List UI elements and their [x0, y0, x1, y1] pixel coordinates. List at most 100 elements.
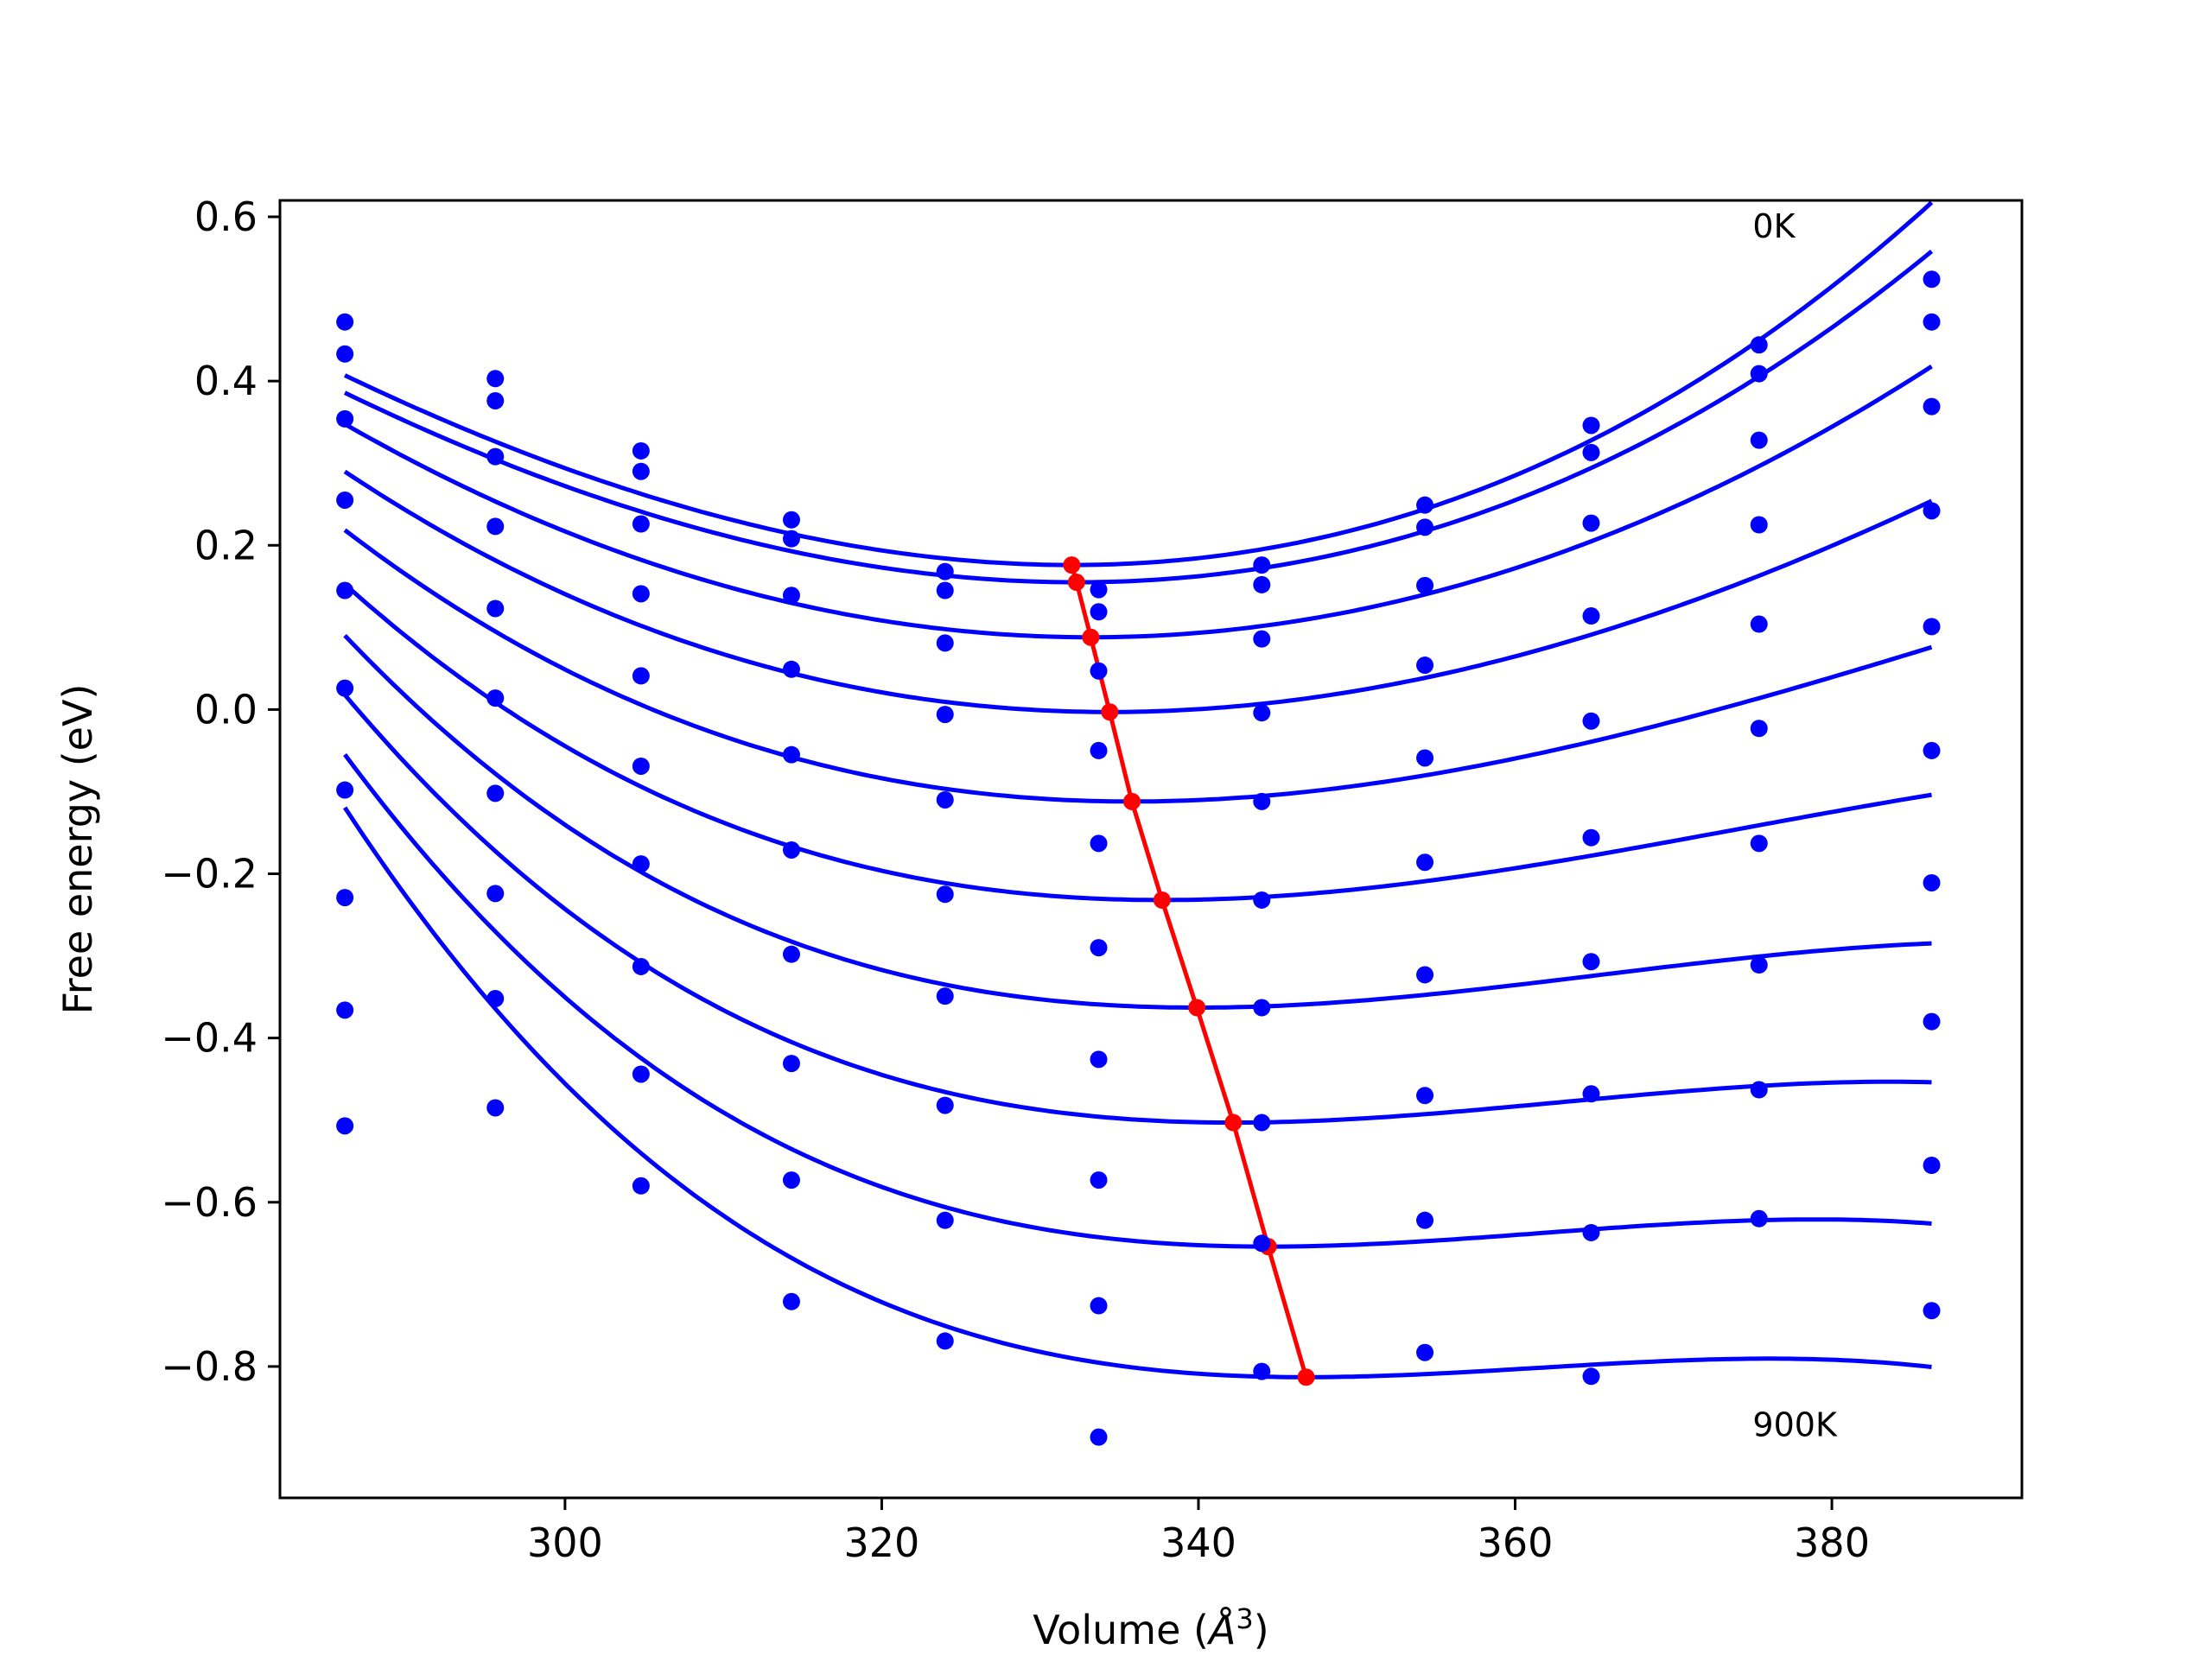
- data-point: [486, 370, 505, 388]
- data-point: [1090, 603, 1108, 621]
- data-point: [1253, 1234, 1271, 1253]
- data-point: [336, 313, 354, 331]
- annotations: 0K 900K: [1752, 207, 1838, 1444]
- data-point: [1416, 749, 1434, 767]
- data-point: [782, 1171, 800, 1189]
- data-point: [1923, 618, 1941, 636]
- data-point: [1923, 1012, 1941, 1031]
- data-point: [1750, 365, 1768, 383]
- data-point: [1416, 966, 1434, 984]
- data-point: [486, 784, 505, 802]
- minimum-point: [1101, 703, 1119, 721]
- data-point: [1253, 630, 1271, 648]
- data-point: [1253, 1362, 1271, 1380]
- minima-line: [1069, 564, 1309, 1378]
- data-point: [1750, 1209, 1768, 1227]
- data-point: [1750, 834, 1768, 853]
- data-point: [486, 517, 505, 536]
- data-point: [1582, 712, 1600, 730]
- data-point: [936, 885, 954, 904]
- data-point: [1750, 615, 1768, 633]
- data-point: [782, 660, 800, 678]
- data-point: [936, 790, 954, 809]
- y-tick-label: 0.0: [194, 686, 257, 733]
- y-tick-label: 0.2: [194, 522, 257, 568]
- data-point: [1090, 1428, 1108, 1446]
- data-point: [936, 987, 954, 1005]
- data-point: [336, 581, 354, 599]
- x-tick-label: 320: [844, 1519, 920, 1566]
- fit-curve: [343, 633, 1932, 1010]
- data-point: [1416, 657, 1434, 675]
- data-point: [486, 391, 505, 409]
- fit-curve: [344, 249, 1934, 585]
- data-point: [1750, 720, 1768, 738]
- data-point: [782, 1292, 800, 1310]
- fit-curve: [343, 469, 1933, 714]
- data-point: [632, 441, 650, 460]
- data-point: [486, 447, 505, 466]
- data-point: [936, 562, 954, 580]
- data-point: [782, 841, 800, 859]
- data-point: [1253, 999, 1271, 1017]
- data-point: [1750, 336, 1768, 354]
- x-axis-ticks: 300 320 340 360 380: [527, 1498, 1870, 1566]
- data-point: [1253, 556, 1271, 574]
- data-point: [782, 1055, 800, 1073]
- data-point: [1253, 704, 1271, 722]
- x-tick-label: 340: [1160, 1519, 1236, 1566]
- data-point: [1582, 828, 1600, 847]
- data-point: [336, 491, 354, 509]
- x-tick-label: 300: [527, 1519, 603, 1566]
- y-tick-label: −0.4: [161, 1015, 257, 1062]
- data-point: [1416, 1087, 1434, 1105]
- data-point: [1582, 1085, 1600, 1103]
- y-axis-ticks: 0.6 0.4 0.2 0.0 −0.2 −0.4 −0.6 −0.8: [161, 193, 280, 1390]
- data-point: [486, 885, 505, 903]
- minimum-point: [1082, 628, 1100, 646]
- data-point: [336, 409, 354, 428]
- data-point: [1253, 891, 1271, 909]
- data-point: [486, 1099, 505, 1117]
- data-point: [1923, 270, 1941, 289]
- data-point: [1416, 1211, 1434, 1229]
- data-point: [1253, 792, 1271, 810]
- fit-curve: [344, 200, 1934, 568]
- data-point: [1253, 575, 1271, 593]
- data-point: [936, 1332, 954, 1350]
- data-point: [1416, 576, 1434, 594]
- x-axis-label: Volume (Å3): [1033, 1602, 1268, 1653]
- y-axis-label: Free energy (eV): [54, 684, 101, 1015]
- data-point: [336, 781, 354, 799]
- y-tick-label: −0.6: [161, 1179, 257, 1226]
- minima-path-group: [1063, 556, 1315, 1386]
- plot-frame: [278, 199, 2024, 1500]
- data-point: [1090, 1171, 1108, 1189]
- data-point: [1582, 1223, 1600, 1241]
- data-point: [1090, 939, 1108, 957]
- data-point: [936, 706, 954, 724]
- data-point: [632, 757, 650, 775]
- data-point: [1923, 873, 1941, 891]
- fit-curve: [343, 693, 1932, 1126]
- fit-curve: [343, 582, 1932, 903]
- data-point: [632, 667, 650, 685]
- data-point: [1582, 416, 1600, 435]
- data-point: [1090, 580, 1108, 599]
- data-point: [632, 855, 650, 873]
- data-point: [936, 581, 954, 599]
- data-point: [1416, 853, 1434, 872]
- y-tick-label: −0.8: [161, 1343, 257, 1390]
- minimum-point: [1153, 891, 1171, 909]
- data-point: [1090, 741, 1108, 759]
- data-point: [1750, 431, 1768, 449]
- x-tick-label: 380: [1794, 1519, 1870, 1566]
- minimum-point: [1063, 556, 1081, 574]
- x-tick-label: 360: [1478, 1519, 1554, 1566]
- data-point: [1090, 834, 1108, 853]
- data-point: [1253, 1113, 1271, 1132]
- data-point: [1416, 1343, 1434, 1361]
- data-point: [1416, 518, 1434, 536]
